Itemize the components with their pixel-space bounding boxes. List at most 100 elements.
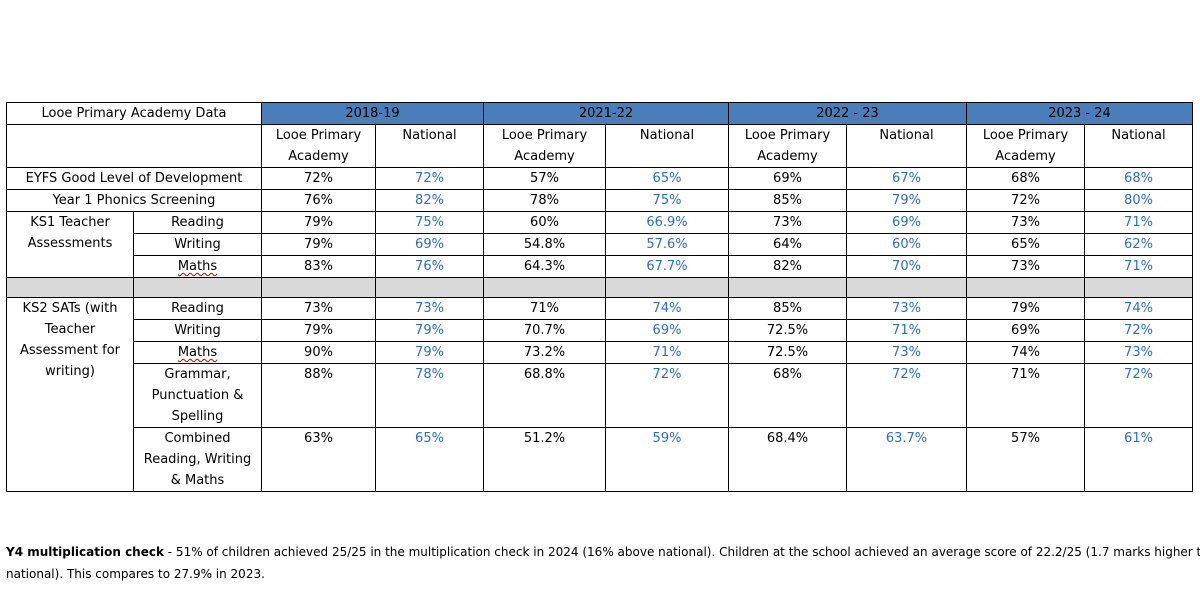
national-value: 79% — [375, 319, 484, 342]
national-value: 69% — [375, 233, 484, 256]
national-value: 69% — [605, 319, 729, 342]
national-value: 70% — [846, 255, 967, 278]
school-value: 85% — [728, 189, 847, 212]
school-value: 68.4% — [728, 427, 847, 492]
header-row: Looe Primary Academy Data 2018-19 2021-2… — [6, 102, 1193, 125]
year-header: 2023 - 24 — [966, 102, 1193, 125]
school-value: 71% — [966, 363, 1085, 428]
school-value: 79% — [261, 233, 376, 256]
subject-label: Maths — [133, 255, 262, 278]
school-value: 68% — [728, 363, 847, 428]
national-value: 78% — [375, 363, 484, 428]
row-label: Year 1 Phonics Screening — [6, 189, 262, 212]
ks2-row: Maths 90% 79% 73.2% 71% 72.5% 73% 74% 73% — [7, 341, 1193, 364]
national-value: 73% — [375, 297, 484, 320]
subject-label-text: Maths — [177, 259, 218, 274]
separator-cell — [133, 277, 262, 298]
school-subheader: Looe Primary Academy — [728, 124, 847, 168]
national-value: 71% — [1084, 211, 1193, 234]
national-value: 67% — [846, 167, 967, 190]
national-value: 73% — [1084, 341, 1193, 364]
national-value: 72% — [605, 363, 729, 428]
national-value: 69% — [846, 211, 967, 234]
school-value: 73% — [966, 255, 1085, 278]
school-value: 68.8% — [483, 363, 606, 428]
school-value: 73% — [728, 211, 847, 234]
school-value: 76% — [261, 189, 376, 212]
separator-cell — [966, 277, 1085, 298]
subject-label: Writing — [133, 233, 262, 256]
national-value: 63.7% — [846, 427, 967, 492]
school-value: 73.2% — [483, 341, 606, 364]
ks1-row: Maths 83% 76% 64.3% 67.7% 82% 70% 73% 71% — [7, 255, 1193, 278]
national-value: 72% — [1084, 319, 1193, 342]
national-value: 71% — [1084, 255, 1193, 278]
national-value: 74% — [605, 297, 729, 320]
national-value: 74% — [1084, 297, 1193, 320]
subject-label: Grammar, Punctuation & Spelling — [133, 363, 262, 428]
national-value: 57.6% — [605, 233, 729, 256]
school-subheader: Looe Primary Academy — [483, 124, 606, 168]
separator-cell — [846, 277, 967, 298]
subject-label-text: Maths — [177, 345, 218, 360]
school-value: 69% — [966, 319, 1085, 342]
national-value: 61% — [1084, 427, 1193, 492]
school-value: 65% — [966, 233, 1085, 256]
ks1-row: KS1 Teacher Assessments Reading 79% 75% 60% 6… — [6, 211, 1193, 278]
school-subheader: Looe Primary Academy — [966, 124, 1085, 168]
multiplication-check-note: Y4 multiplication check - 51% of childre… — [6, 541, 1200, 585]
school-value: 74% — [966, 341, 1085, 364]
separator-cell — [6, 277, 134, 298]
separator-cell — [605, 277, 729, 298]
school-value: 79% — [966, 297, 1085, 320]
national-subheader: National — [846, 124, 967, 168]
national-value: 62% — [1084, 233, 1193, 256]
separator-row — [6, 277, 1193, 298]
note-text: - 51% of children achieved 25/25 in the … — [6, 545, 1200, 581]
school-value: 88% — [261, 363, 376, 428]
school-value: 72% — [261, 167, 376, 190]
separator-cell — [375, 277, 484, 298]
national-value: 68% — [1084, 167, 1193, 190]
school-value: 63% — [261, 427, 376, 492]
subject-label: Writing — [133, 319, 262, 342]
national-value: 65% — [375, 427, 484, 492]
school-value: 68% — [966, 167, 1085, 190]
school-value: 57% — [966, 427, 1085, 492]
national-value: 60% — [846, 233, 967, 256]
national-value: 71% — [605, 341, 729, 364]
school-value: 79% — [261, 211, 376, 234]
school-value: 85% — [728, 297, 847, 320]
ks2-row: Combined Reading, Writing & Maths 63% 65% 5… — [7, 427, 1193, 492]
national-value: 71% — [846, 319, 967, 342]
national-value: 79% — [846, 189, 967, 212]
national-subheader: National — [375, 124, 484, 168]
national-value: 73% — [846, 341, 967, 364]
row-label: EYFS Good Level of Development — [6, 167, 262, 190]
subheader-row: Looe Primary Academy National Looe Prima… — [6, 124, 1193, 168]
school-value: 82% — [728, 255, 847, 278]
school-value: 69% — [728, 167, 847, 190]
results-table: Looe Primary Academy Data 2018-19 2021-2… — [6, 102, 1193, 492]
national-value: 67.7% — [605, 255, 729, 278]
empty-cell — [6, 124, 262, 168]
subject-label: Reading — [133, 211, 262, 234]
national-value: 73% — [846, 297, 967, 320]
school-value: 60% — [483, 211, 606, 234]
separator-cell — [261, 277, 376, 298]
national-value: 72% — [846, 363, 967, 428]
school-value: 54.8% — [483, 233, 606, 256]
school-subheader: Looe Primary Academy — [261, 124, 376, 168]
table-title: Looe Primary Academy Data — [6, 102, 262, 125]
subject-label: Maths — [133, 341, 262, 364]
ks2-group-label: KS2 SATs (with Teacher Assessment for wr… — [6, 297, 134, 492]
national-value: 76% — [375, 255, 484, 278]
school-value: 51.2% — [483, 427, 606, 492]
school-value: 73% — [966, 211, 1085, 234]
school-value: 64% — [728, 233, 847, 256]
school-value: 90% — [261, 341, 376, 364]
national-subheader: National — [605, 124, 729, 168]
school-value: 57% — [483, 167, 606, 190]
separator-cell — [1084, 277, 1193, 298]
phonics-row: Year 1 Phonics Screening 76% 82% 78% 75% 85% 7… — [6, 189, 1193, 212]
